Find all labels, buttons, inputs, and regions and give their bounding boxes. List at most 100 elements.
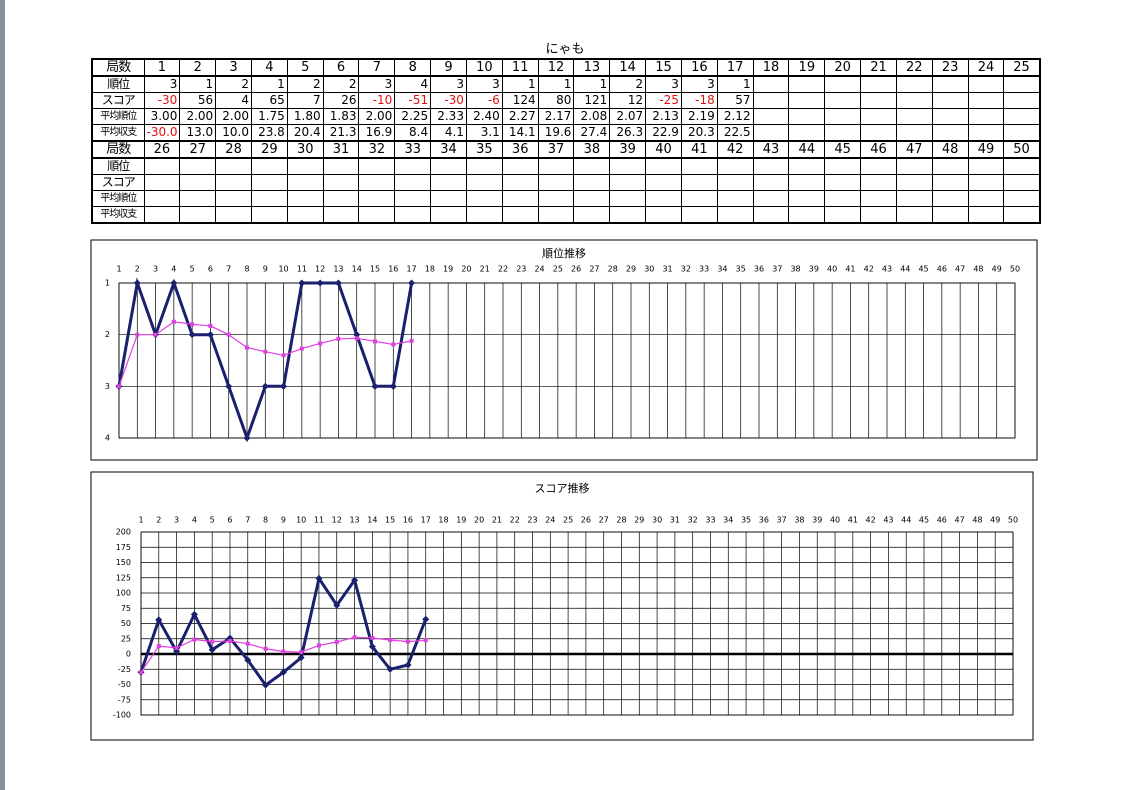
cell (895, 75, 933, 93)
point (263, 349, 268, 354)
column-header: 42 (716, 140, 754, 159)
point (352, 635, 357, 640)
data-row: スコア -30 56 4 65 7 26 -10 -51 -30 -6 124 80 121 12 -25 -1… (91, 92, 1041, 109)
x-tick-label: 13 (349, 516, 359, 525)
data-row: 平均順位 (91, 190, 1041, 207)
point (297, 654, 305, 662)
row-label: 平均順位 (91, 190, 145, 207)
cell: 2 (215, 75, 252, 93)
x-tick-label: 32 (688, 516, 698, 525)
row-label: スコア (91, 174, 145, 191)
cell (967, 206, 1005, 224)
cell: 4 (215, 92, 252, 109)
cell: 27.4 (573, 124, 611, 142)
header-label: 局数 (91, 58, 145, 77)
cell: 1.83 (322, 108, 360, 125)
cell: -25 (645, 92, 682, 109)
point (334, 279, 342, 287)
x-tick-label: 43 (883, 516, 893, 525)
cell (322, 190, 360, 207)
cell: 4.1 (430, 124, 467, 142)
y-tick-label: 175 (116, 543, 131, 552)
cell (860, 75, 897, 93)
point (333, 601, 341, 609)
cell (286, 190, 324, 207)
point (386, 665, 394, 673)
cell: -10 (358, 92, 396, 109)
cell (824, 206, 862, 224)
cell (465, 190, 503, 207)
cell (501, 157, 539, 175)
x-tick-label: 41 (848, 516, 858, 525)
x-tick-label: 21 (480, 265, 490, 274)
x-tick-label: 18 (425, 265, 435, 274)
cell (895, 124, 933, 142)
x-tick-label: 24 (534, 265, 544, 274)
point (139, 670, 143, 675)
cell: 65 (250, 92, 288, 109)
cell: -30 (430, 92, 467, 109)
cell (967, 190, 1005, 207)
point (423, 638, 428, 643)
cell (1003, 206, 1041, 224)
cell (430, 190, 467, 207)
point (170, 279, 178, 287)
cell (752, 206, 790, 224)
y-tick-label: 150 (116, 558, 131, 567)
data-row: 順位 3 1 2 1 2 2 3 4 3 3 1 1 1 2 3 3 1 (91, 75, 1041, 93)
cell: 22.5 (716, 124, 754, 142)
point (226, 332, 231, 337)
cell: 2.00 (179, 108, 217, 125)
x-tick-label: 42 (864, 265, 874, 274)
data-row: スコア (91, 174, 1041, 191)
x-tick-label: 14 (352, 265, 362, 274)
cell (609, 174, 647, 191)
point (279, 668, 287, 676)
cell (394, 157, 432, 175)
point (371, 382, 379, 390)
cell: 1.80 (286, 108, 324, 125)
column-header: 19 (788, 58, 826, 77)
cell: 22.9 (645, 124, 682, 142)
cell (143, 157, 181, 175)
point (244, 656, 252, 664)
column-header: 39 (609, 140, 647, 159)
x-tick-label: 6 (208, 265, 213, 274)
point (409, 338, 414, 343)
cell: 2 (609, 75, 647, 93)
x-tick-label: 22 (510, 516, 520, 525)
point (389, 382, 397, 390)
point (299, 650, 304, 655)
point (133, 279, 141, 287)
cell (788, 108, 826, 125)
cell: 2.00 (358, 108, 396, 125)
cell (645, 190, 682, 207)
point (336, 336, 341, 341)
column-header: 38 (573, 140, 611, 159)
point (261, 382, 269, 390)
cell: -30.0 (143, 124, 181, 142)
x-tick-label: 12 (332, 516, 342, 525)
cell (143, 174, 181, 191)
point (153, 332, 158, 337)
x-tick-label: 30 (652, 516, 662, 525)
cell (179, 174, 217, 191)
point (370, 635, 375, 640)
x-tick-label: 5 (190, 265, 195, 274)
x-tick-label: 28 (616, 516, 626, 525)
cell (788, 157, 826, 175)
cell (716, 190, 754, 207)
x-tick-label: 8 (263, 516, 268, 525)
point (171, 319, 176, 324)
cell (465, 157, 503, 175)
cell (788, 92, 826, 109)
cell (931, 174, 969, 191)
header-label: 局数 (91, 140, 145, 159)
column-header: 4 (250, 58, 288, 77)
cell: 2 (286, 75, 324, 93)
header-row: 局数 1 2 3 4 5 6 7 8 9 10 11 12 13 14 15 16 17 18 19 20 21 22 23 2… (91, 58, 1041, 77)
point (299, 346, 304, 351)
column-header: 13 (573, 58, 611, 77)
point (263, 646, 268, 651)
cell (895, 92, 933, 109)
